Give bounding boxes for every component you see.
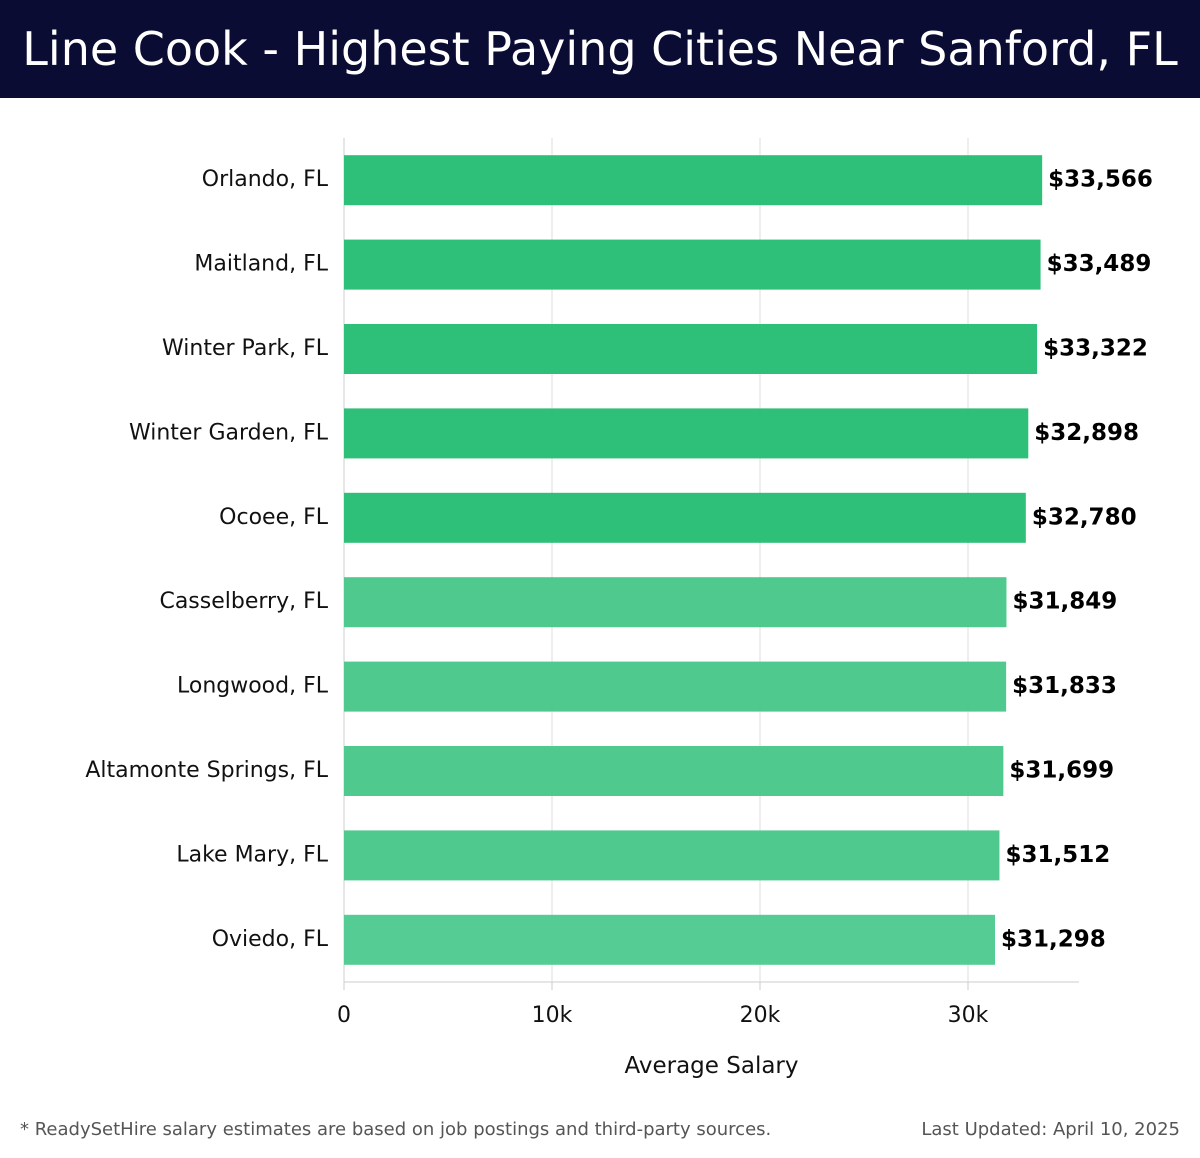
- category-label: Longwood, FL: [177, 674, 329, 699]
- value-label: $32,780: [1032, 504, 1137, 530]
- bar: [344, 239, 1041, 290]
- bar: [344, 746, 1004, 796]
- chart-title: Line Cook - Highest Paying Cities Near S…: [22, 22, 1178, 76]
- category-label: Lake Mary, FL: [176, 842, 328, 867]
- category-label: Altamonte Springs, FL: [85, 758, 328, 783]
- x-tick-label: 10k: [532, 1003, 573, 1028]
- bar: [344, 155, 1043, 206]
- value-label: $31,849: [1012, 589, 1117, 615]
- value-label: $31,512: [1005, 842, 1110, 868]
- category-label: Oviedo, FL: [212, 927, 329, 952]
- bar: [344, 408, 1029, 459]
- bar: [344, 324, 1038, 374]
- bar: [344, 661, 1007, 712]
- x-tick-label: 0: [337, 1003, 351, 1028]
- category-label: Ocoee, FL: [219, 505, 329, 530]
- bar: [344, 577, 1007, 628]
- last-updated: Last Updated: April 10, 2025: [921, 1119, 1180, 1140]
- value-label: $31,699: [1009, 758, 1114, 784]
- x-axis-title: Average Salary: [624, 1053, 798, 1079]
- bar: [344, 492, 1026, 543]
- value-label: $31,298: [1001, 926, 1106, 952]
- value-label: $33,566: [1048, 167, 1153, 193]
- value-label: $33,489: [1047, 251, 1152, 277]
- x-tick-label: 30k: [948, 1003, 989, 1028]
- footnote: * ReadySetHire salary estimates are base…: [20, 1119, 772, 1140]
- bar: [344, 830, 1000, 881]
- chart-header: Line Cook - Highest Paying Cities Near S…: [0, 0, 1200, 98]
- category-label: Winter Garden, FL: [129, 420, 329, 445]
- value-label: $32,898: [1034, 420, 1139, 446]
- category-label: Winter Park, FL: [162, 336, 329, 361]
- value-label: $31,833: [1012, 673, 1117, 699]
- bar: [344, 914, 995, 965]
- category-label: Casselberry, FL: [159, 589, 328, 614]
- category-label: Maitland, FL: [194, 252, 328, 277]
- x-tick-label: 20k: [740, 1003, 781, 1028]
- value-label: $33,322: [1043, 336, 1148, 362]
- category-label: Orlando, FL: [202, 167, 329, 192]
